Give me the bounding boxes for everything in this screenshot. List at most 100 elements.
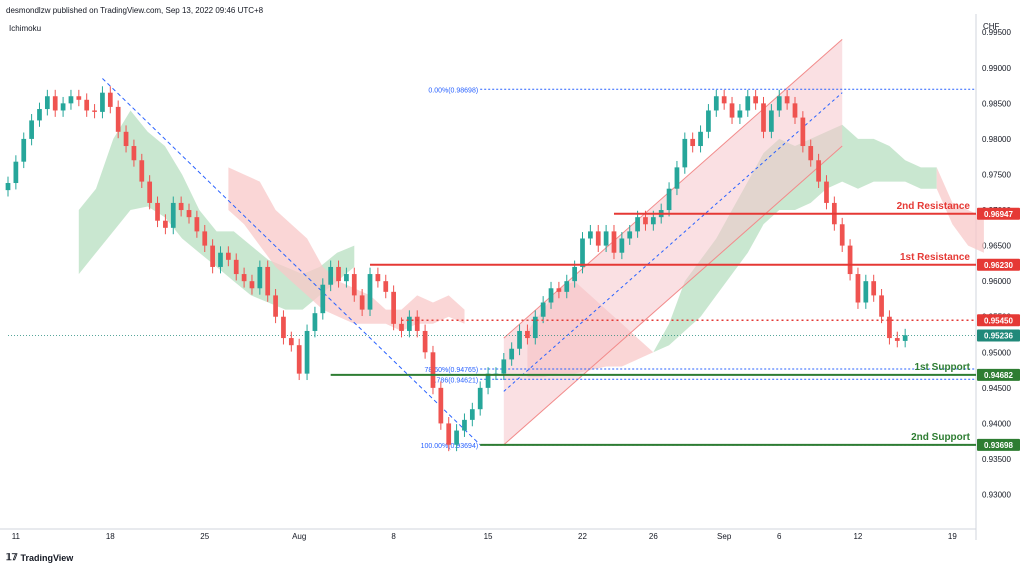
candle-body: [163, 220, 168, 228]
candle-body: [690, 138, 696, 147]
level-label: 2nd Support: [911, 432, 971, 443]
price-tag-text: 0.96230: [984, 261, 1013, 270]
candle-body: [123, 131, 129, 147]
candle-body: [304, 330, 310, 374]
candle-body: [887, 316, 892, 339]
candle-body: [863, 281, 869, 303]
candle-body: [682, 138, 688, 168]
candle-body: [532, 316, 538, 339]
candle-body: [879, 295, 884, 317]
candle-body: [155, 202, 160, 221]
level-label: 1st Support: [914, 362, 970, 373]
candle-body: [753, 96, 759, 104]
price-tag: [977, 314, 1020, 327]
price-tag-text: 0.95450: [984, 316, 1013, 325]
candle-body: [627, 231, 633, 239]
candle-body: [131, 146, 137, 161]
x-tick-label: 22: [578, 532, 587, 541]
x-tick-label: 19: [948, 532, 957, 541]
channel-fill: [503, 39, 843, 445]
candle-body: [603, 231, 609, 246]
candle-body: [257, 266, 263, 289]
candle-body: [438, 387, 444, 424]
level-label: 2nd Resistance: [897, 201, 971, 212]
currency-label: CHF: [983, 22, 1000, 31]
candle-body: [210, 245, 215, 267]
candle-body: [76, 96, 82, 100]
candle-body: [666, 188, 672, 211]
candle-body: [769, 110, 774, 132]
candle-body: [225, 252, 231, 260]
candle-body: [147, 181, 153, 203]
candle-body: [477, 387, 483, 410]
y-tick-label: 0.99500: [982, 28, 1011, 37]
candle-body: [44, 96, 50, 110]
candle-body: [540, 302, 546, 317]
candle-body: [650, 217, 656, 225]
candle-body: [588, 231, 593, 239]
price-tag: [977, 258, 1020, 271]
candle-body: [249, 281, 255, 289]
candle-body: [611, 231, 617, 253]
ichimoku-cloud-red: [228, 167, 465, 331]
candle-body: [336, 266, 341, 282]
candle-body: [509, 348, 515, 360]
candle-body: [52, 96, 58, 111]
candle-body: [5, 183, 11, 191]
fib-level-label: 0.786(0.94621): [431, 377, 478, 384]
candle-body: [855, 274, 861, 303]
tradingview-logo[interactable]: 𝟙𝟟 TradingView: [6, 552, 73, 563]
candle-body: [706, 110, 711, 132]
indicator-legend[interactable]: Ichimoku: [9, 24, 42, 33]
x-tick-label: Sep: [717, 532, 732, 541]
candle-body: [288, 338, 294, 346]
candle-body: [816, 160, 821, 182]
candle-body: [115, 106, 121, 132]
candle-body: [698, 131, 703, 147]
x-tick-label: 6: [777, 532, 782, 541]
candle-body: [399, 323, 404, 331]
x-tick-label: 26: [649, 532, 658, 541]
candle-body: [194, 217, 200, 232]
y-tick-label: 0.93000: [982, 491, 1011, 500]
y-tick-label: 0.96500: [982, 242, 1011, 251]
candle-body: [100, 92, 105, 112]
channel-lower-line: [503, 145, 843, 446]
publish-info: desmondlzw published on TradingView.com,…: [6, 6, 264, 15]
candle-body: [824, 181, 829, 203]
candle-body: [800, 117, 806, 147]
candle-body: [13, 161, 19, 184]
ichimoku-cloud-green: [653, 124, 937, 353]
candle-body: [556, 288, 562, 292]
fib-level-label: 78.60%(0.94765): [424, 367, 478, 374]
candle-body: [186, 210, 192, 218]
candle-body: [391, 291, 396, 324]
ichimoku-cloud-green: [78, 110, 355, 310]
candle-body: [107, 92, 113, 107]
candle-body: [902, 335, 908, 341]
candle-body: [517, 330, 522, 349]
candle-body: [784, 96, 790, 104]
candle-body: [469, 409, 475, 420]
y-tick-label: 0.97500: [982, 170, 1011, 179]
candle-body: [729, 103, 735, 118]
fib-level-label: 0.00%(0.98698): [428, 87, 478, 94]
y-tick-label: 0.93500: [982, 455, 1011, 464]
price-tag: [977, 368, 1020, 381]
price-tag-text: 0.96947: [984, 210, 1013, 219]
candle-body: [847, 245, 853, 275]
x-tick-label: 25: [200, 532, 209, 541]
x-tick-label: 15: [484, 532, 493, 541]
candle-body: [241, 274, 247, 282]
candle-body: [776, 96, 782, 111]
price-tag: [977, 207, 1020, 220]
price-tag: [977, 438, 1020, 451]
candle-body: [359, 295, 365, 310]
y-tick-label: 0.96000: [982, 277, 1011, 286]
candle-body: [894, 338, 900, 341]
candle-body: [37, 109, 42, 121]
candle-body: [320, 284, 326, 314]
last-price-tag: [977, 329, 1020, 342]
